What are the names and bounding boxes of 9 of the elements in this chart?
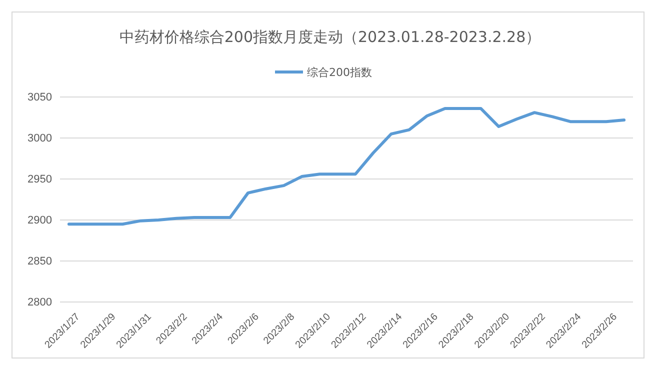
legend-label: 综合200指数	[307, 66, 372, 79]
line-series	[67, 106, 626, 226]
y-tick-label: 3050	[28, 92, 52, 104]
chart-title: 中药材价格综合200指数月度走动（2023.01.28-2023.2.28）	[119, 28, 541, 46]
y-tick-label: 2850	[28, 256, 52, 268]
y-tick-label: 2800	[28, 296, 52, 309]
y-tick-label: 2950	[28, 174, 52, 186]
y-tick-label: 3000	[28, 132, 52, 145]
y-tick-label: 2900	[28, 214, 52, 227]
